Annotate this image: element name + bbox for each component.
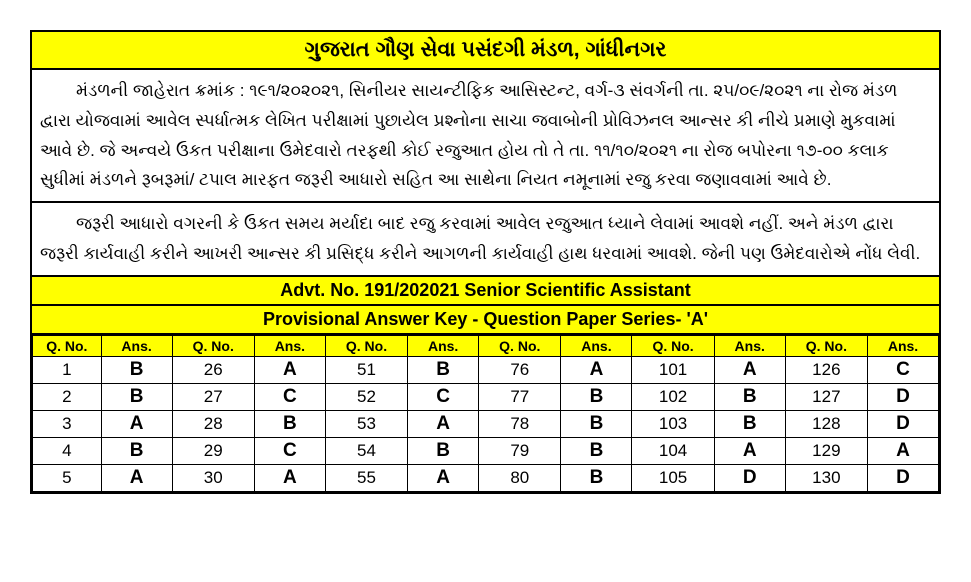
answer-value: B <box>561 437 632 464</box>
answerkey-bar: Provisional Answer Key - Question Paper … <box>32 306 939 335</box>
question-number: 104 <box>632 437 714 464</box>
table-row: 2B27C52C77B102B127D <box>33 383 939 410</box>
col-header: Q. No. <box>785 335 867 356</box>
answer-value: B <box>408 437 479 464</box>
table-header-row: Q. No. Ans. Q. No. Ans. Q. No. Ans. Q. N… <box>33 335 939 356</box>
question-number: 28 <box>172 410 254 437</box>
answer-value: A <box>714 437 785 464</box>
answer-value: A <box>101 410 172 437</box>
answer-value: B <box>101 383 172 410</box>
answer-value: B <box>408 356 479 383</box>
col-header: Ans. <box>714 335 785 356</box>
question-number: 127 <box>785 383 867 410</box>
answer-value: B <box>714 383 785 410</box>
question-number: 5 <box>33 464 102 491</box>
question-number: 103 <box>632 410 714 437</box>
answer-value: B <box>254 410 325 437</box>
notice-paragraph-1: મંડળની જાહેરાત ક્રમાંક : ૧૯૧/૨૦૨૦૨૧, સિન… <box>32 70 939 203</box>
question-number: 80 <box>479 464 561 491</box>
question-number: 129 <box>785 437 867 464</box>
answer-value: A <box>714 356 785 383</box>
table-body: 1B26A51B76A101A126C2B27C52C77B102B127D3A… <box>33 356 939 491</box>
answer-value: C <box>408 383 479 410</box>
answer-value: A <box>408 410 479 437</box>
answer-value: B <box>101 356 172 383</box>
question-number: 78 <box>479 410 561 437</box>
answer-key-table: Q. No. Ans. Q. No. Ans. Q. No. Ans. Q. N… <box>32 335 939 492</box>
notice-paragraph-2: જરૂરી આધારો વગરની કે ઉકત સમય મર્યાદા બાદ… <box>32 203 939 277</box>
question-number: 130 <box>785 464 867 491</box>
question-number: 76 <box>479 356 561 383</box>
answer-value: D <box>868 383 939 410</box>
org-title: ગુજરાત ગૌણ સેવા પસંદગી મંડળ, ગાંધીનગર <box>32 32 939 70</box>
answer-value: D <box>868 410 939 437</box>
question-number: 55 <box>325 464 407 491</box>
col-header: Q. No. <box>632 335 714 356</box>
col-header: Q. No. <box>479 335 561 356</box>
question-number: 101 <box>632 356 714 383</box>
question-number: 128 <box>785 410 867 437</box>
table-row: 3A28B53A78B103B128D <box>33 410 939 437</box>
answer-value: A <box>254 356 325 383</box>
table-row: 1B26A51B76A101A126C <box>33 356 939 383</box>
question-number: 126 <box>785 356 867 383</box>
answer-value: B <box>561 410 632 437</box>
answer-value: A <box>101 464 172 491</box>
answer-value: B <box>561 464 632 491</box>
col-header: Ans. <box>254 335 325 356</box>
advt-bar: Advt. No. 191/202021 Senior Scientific A… <box>32 277 939 306</box>
answer-value: B <box>101 437 172 464</box>
col-header: Ans. <box>101 335 172 356</box>
col-header: Ans. <box>561 335 632 356</box>
col-header: Ans. <box>868 335 939 356</box>
table-row: 4B29C54B79B104A129A <box>33 437 939 464</box>
question-number: 54 <box>325 437 407 464</box>
col-header: Q. No. <box>33 335 102 356</box>
col-header: Q. No. <box>172 335 254 356</box>
question-number: 51 <box>325 356 407 383</box>
question-number: 27 <box>172 383 254 410</box>
answer-value: B <box>714 410 785 437</box>
question-number: 53 <box>325 410 407 437</box>
col-header: Q. No. <box>325 335 407 356</box>
question-number: 4 <box>33 437 102 464</box>
answer-value: A <box>408 464 479 491</box>
question-number: 29 <box>172 437 254 464</box>
table-head: Q. No. Ans. Q. No. Ans. Q. No. Ans. Q. N… <box>33 335 939 356</box>
answer-value: A <box>254 464 325 491</box>
col-header: Ans. <box>408 335 479 356</box>
question-number: 1 <box>33 356 102 383</box>
answer-value: D <box>868 464 939 491</box>
answer-value: C <box>868 356 939 383</box>
question-number: 3 <box>33 410 102 437</box>
notice-text-2: જરૂરી આધારો વગરની કે ઉકત સમય મર્યાદા બાદ… <box>40 214 920 263</box>
document-container: ગુજરાત ગૌણ સેવા પસંદગી મંડળ, ગાંધીનગર મં… <box>30 30 941 494</box>
table-row: 5A30A55A80B105D130D <box>33 464 939 491</box>
question-number: 2 <box>33 383 102 410</box>
question-number: 26 <box>172 356 254 383</box>
answer-value: D <box>714 464 785 491</box>
answer-value: B <box>561 383 632 410</box>
answer-value: C <box>254 383 325 410</box>
question-number: 30 <box>172 464 254 491</box>
question-number: 79 <box>479 437 561 464</box>
question-number: 77 <box>479 383 561 410</box>
question-number: 52 <box>325 383 407 410</box>
answer-value: C <box>254 437 325 464</box>
answer-value: A <box>868 437 939 464</box>
question-number: 105 <box>632 464 714 491</box>
notice-text-1: મંડળની જાહેરાત ક્રમાંક : ૧૯૧/૨૦૨૦૨૧, સિન… <box>40 81 897 189</box>
answer-value: A <box>561 356 632 383</box>
question-number: 102 <box>632 383 714 410</box>
